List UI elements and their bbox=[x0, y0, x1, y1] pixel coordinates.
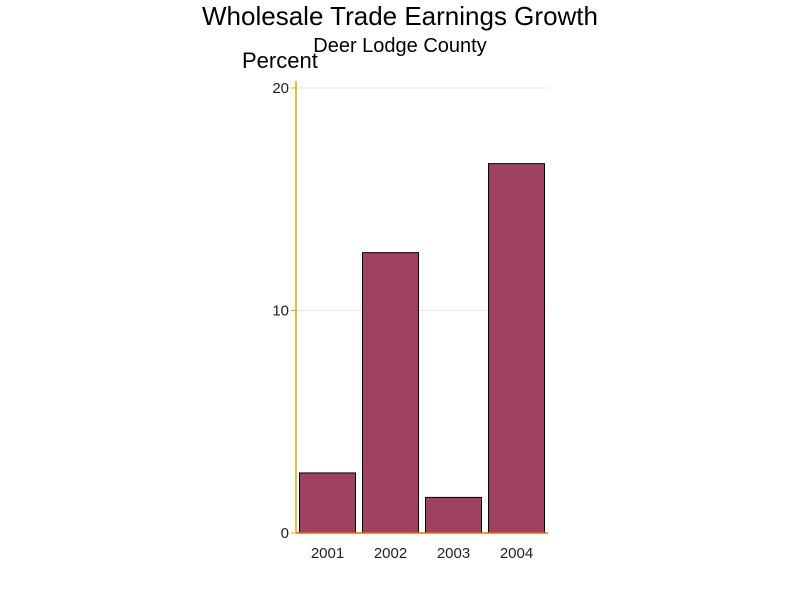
bar-2002 bbox=[362, 252, 419, 534]
y-tick-label: 10 bbox=[272, 303, 289, 320]
chart-title: Wholesale Trade Earnings Growth bbox=[202, 1, 598, 31]
bar-2001 bbox=[299, 472, 356, 534]
x-tick-label: 2003 bbox=[437, 545, 470, 562]
x-tick-label: 2002 bbox=[374, 545, 407, 562]
y-ticks: 0 10 20 bbox=[272, 80, 296, 542]
bars bbox=[299, 163, 545, 534]
y-tick-label: 20 bbox=[272, 80, 289, 97]
y-tick-label: 0 bbox=[281, 525, 289, 542]
y-axis-label: Percent bbox=[242, 48, 318, 73]
bar-2004 bbox=[488, 163, 545, 534]
x-tick-label: 2004 bbox=[500, 545, 533, 562]
chart-subtitle: Deer Lodge County bbox=[313, 35, 486, 57]
x-tick-label: 2001 bbox=[311, 545, 344, 562]
x-ticks: 2001 2002 2003 2004 bbox=[311, 545, 533, 562]
bar-2003 bbox=[425, 496, 482, 534]
